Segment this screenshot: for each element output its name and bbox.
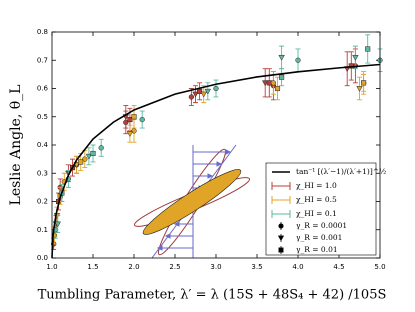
legend-swatch bbox=[271, 182, 291, 190]
legend: tan⁻¹ [(λ′−1)/(λ′+1)]^½ χ_HI = 1.0 χ_HI = … bbox=[265, 162, 386, 256]
ellipse-filled bbox=[142, 169, 242, 235]
marker bbox=[204, 88, 212, 95]
x-tick-label: 4.5 bbox=[333, 263, 344, 271]
legend-swatch bbox=[271, 210, 291, 218]
marker bbox=[356, 86, 363, 92]
marker bbox=[278, 247, 284, 253]
marker bbox=[98, 145, 104, 151]
marker bbox=[274, 85, 281, 92]
marker bbox=[352, 54, 359, 61]
y-tick-label: 0.0 bbox=[37, 254, 48, 262]
marker bbox=[365, 46, 371, 52]
x-tick-label: 2.0 bbox=[128, 263, 139, 271]
marker bbox=[78, 159, 84, 165]
marker bbox=[200, 91, 207, 98]
legend-label: tan⁻¹ [(λ′−1)/(λ′+1)]^½ bbox=[296, 167, 386, 176]
theory-curve bbox=[51, 63, 381, 259]
marker bbox=[361, 80, 367, 86]
x-axis-label: Tumbling Parameter, λ′ = λ (15S + 48S₄ +… bbox=[38, 288, 387, 303]
marker bbox=[85, 153, 93, 160]
marker bbox=[213, 85, 219, 92]
marker bbox=[139, 116, 145, 123]
inset-diagram bbox=[133, 144, 251, 259]
y-tick-label: 0.6 bbox=[37, 85, 49, 93]
legend-label: γ_R = 0.001 bbox=[296, 233, 342, 242]
marker bbox=[82, 156, 88, 162]
marker bbox=[192, 91, 199, 98]
x-tick-label: 2.5 bbox=[169, 263, 180, 271]
marker bbox=[188, 94, 195, 100]
marker bbox=[54, 221, 61, 228]
legend-label: χ_HI = 0.5 bbox=[296, 195, 337, 204]
marker bbox=[126, 131, 134, 138]
marker bbox=[278, 223, 284, 229]
marker bbox=[270, 80, 277, 86]
marker bbox=[295, 57, 301, 63]
legend-label: γ_R = 0.0001 bbox=[296, 221, 347, 230]
y-tick-label: 0.3 bbox=[37, 169, 48, 177]
y-tick-label: 0.1 bbox=[37, 226, 48, 234]
marker bbox=[90, 150, 96, 157]
x-tick-label: 3.5 bbox=[251, 263, 262, 271]
y-tick-label: 0.4 bbox=[37, 141, 49, 149]
marker bbox=[279, 74, 285, 80]
x-tick-label: 1.5 bbox=[87, 263, 98, 271]
legend-label: γ_R = 0.01 bbox=[296, 245, 338, 254]
y-axis-label: Leslie Angle, θ_L bbox=[8, 85, 24, 206]
x-tick-label: 4.0 bbox=[292, 263, 303, 271]
legend-label: χ_HI = 0.1 bbox=[296, 209, 337, 218]
marker bbox=[131, 114, 137, 120]
x-tick-label: 5.0 bbox=[374, 263, 385, 271]
legend-swatch bbox=[271, 196, 291, 204]
marker bbox=[278, 54, 285, 61]
legend-box bbox=[265, 162, 377, 256]
x-tick-label: 1.0 bbox=[46, 263, 57, 271]
legend-label: χ_HI = 1.0 bbox=[296, 181, 337, 190]
y-tick-label: 0.7 bbox=[37, 56, 48, 64]
marker bbox=[261, 80, 269, 87]
marker bbox=[277, 235, 285, 242]
y-tick-label: 0.5 bbox=[37, 113, 48, 121]
x-tick-label: 3.0 bbox=[210, 263, 221, 271]
plot-frame bbox=[51, 31, 381, 259]
y-tick-label: 0.2 bbox=[37, 198, 48, 206]
y-tick-label: 0.8 bbox=[37, 28, 48, 36]
